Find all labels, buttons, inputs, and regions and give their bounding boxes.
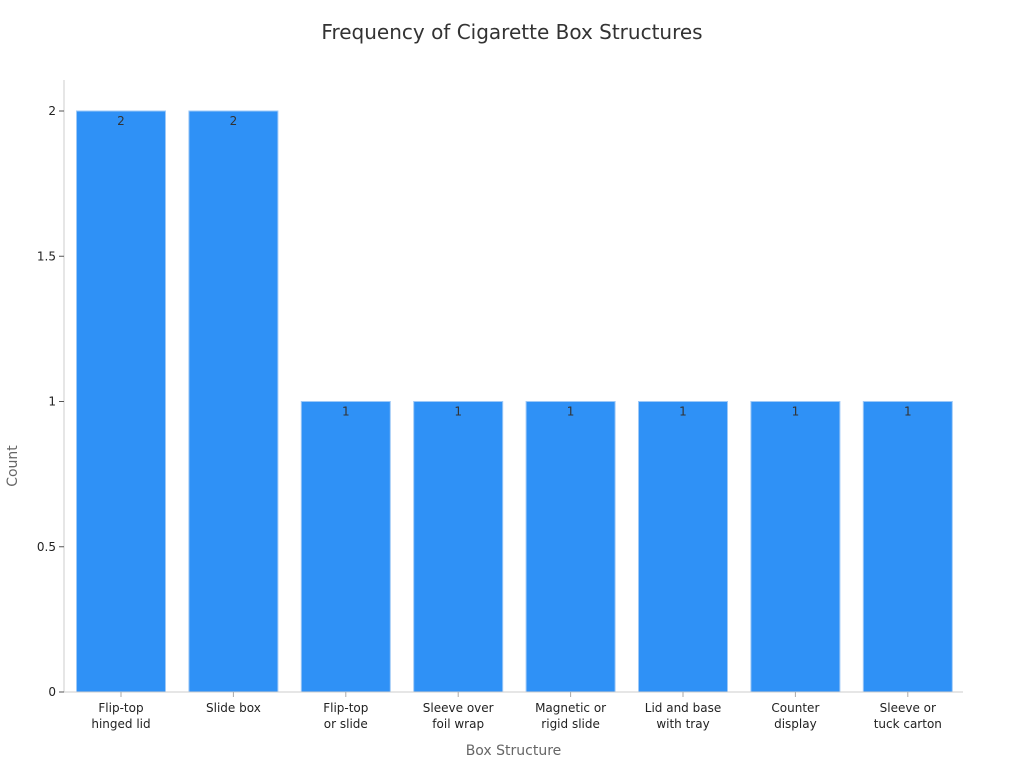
- data-label: 1: [567, 405, 575, 419]
- data-label: 1: [342, 405, 350, 419]
- data-label: 1: [792, 405, 800, 419]
- chart-title: Frequency of Cigarette Box Structures: [321, 20, 703, 44]
- data-label: 2: [230, 114, 238, 128]
- bar: [76, 110, 166, 693]
- x-ticks-group: Flip-top hinged lid Slide box Flip-top or sl…: [91, 692, 942, 731]
- x-tick-label: Magnetic or rigid slide: [535, 701, 606, 731]
- y-ticks-group: 0 0.5 1 1.5 2: [37, 104, 64, 699]
- x-tick-label: Lid and base with tray: [645, 701, 721, 731]
- y-tick-label: 1: [48, 395, 56, 409]
- x-tick-label: Sleeve over foil wrap: [423, 701, 494, 731]
- bar: [862, 401, 953, 693]
- bar: [525, 401, 616, 693]
- data-label: 1: [904, 405, 912, 419]
- bar: [638, 401, 728, 693]
- x-tick-label: Sleeve or tuck carton: [874, 701, 942, 731]
- data-label: 2: [117, 114, 125, 128]
- bar: [300, 401, 391, 693]
- x-tick-label: Flip-top hinged lid: [91, 701, 150, 731]
- y-tick-label: 2: [48, 104, 56, 118]
- bars-group: [76, 110, 953, 693]
- data-label: 1: [454, 405, 462, 419]
- x-tick-label: Counter display: [771, 701, 819, 731]
- data-labels-group: 2 2 1 1 1 1 1 1: [117, 114, 911, 419]
- data-label: 1: [679, 405, 687, 419]
- axes-group: [63, 80, 963, 693]
- y-tick-label: 1.5: [37, 249, 56, 263]
- bar: [750, 401, 841, 693]
- y-axis-title: Count: [5, 445, 21, 487]
- y-tick-label: 0.5: [37, 540, 56, 554]
- x-tick-label: Slide box: [206, 701, 261, 715]
- x-axis-title: Box Structure: [466, 743, 562, 759]
- bar: [188, 110, 279, 693]
- x-tick-label: Flip-top or slide: [323, 701, 368, 731]
- y-tick-label: 0: [48, 685, 56, 699]
- bar: [413, 401, 504, 693]
